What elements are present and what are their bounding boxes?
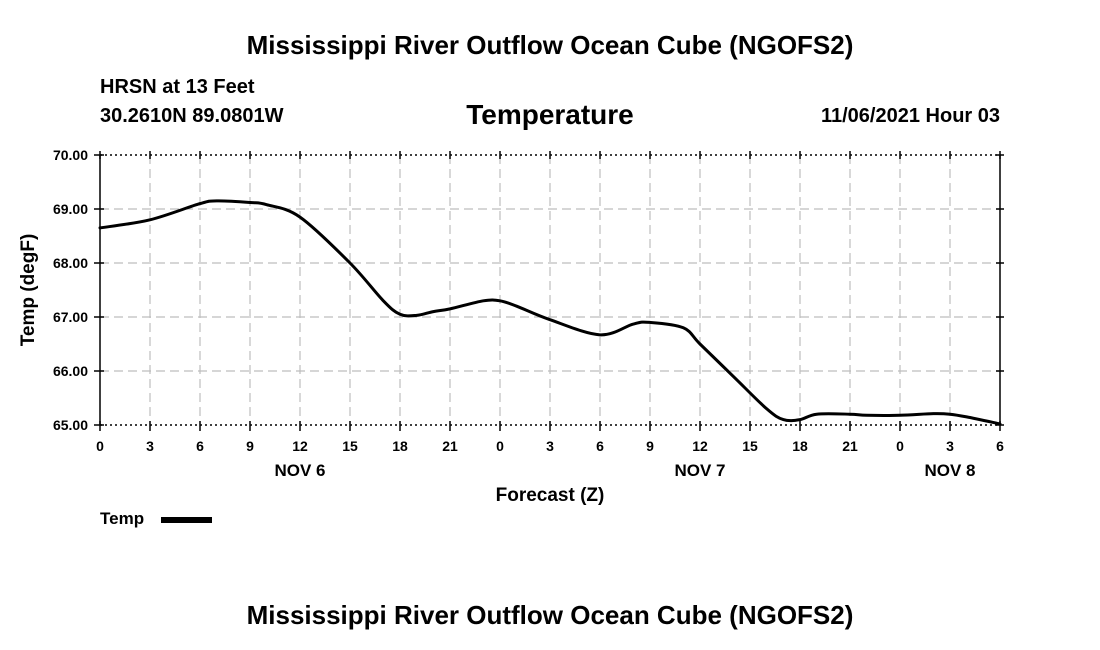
x-tick-label: 21 [842, 438, 858, 454]
y-tick-label: 69.00 [53, 201, 88, 217]
day-label: NOV 8 [924, 461, 975, 480]
series-layer [98, 199, 1002, 426]
y-tick-label: 70.00 [53, 147, 88, 163]
station-label: HRSN at 13 Feet [100, 76, 255, 98]
forecast-datetime: 11/06/2021 Hour 03 [820, 105, 1000, 127]
x-tick-label: 3 [146, 438, 154, 454]
x-tick-label: 6 [596, 438, 604, 454]
y-tick-label: 65.00 [53, 417, 88, 433]
x-tick-label: 3 [946, 438, 954, 454]
station-coordinates: 30.2610N 89.0801W [100, 105, 284, 127]
x-tick-label: 0 [896, 438, 904, 454]
x-tick-label: 9 [246, 438, 254, 454]
x-tick-label: 12 [692, 438, 708, 454]
x-tick-label: 0 [96, 438, 104, 454]
legend-line-swatch [161, 517, 212, 523]
x-tick-label: 18 [392, 438, 408, 454]
y-tick-label: 66.00 [53, 363, 88, 379]
day-label: NOV 6 [274, 461, 325, 480]
x-tick-label: 12 [292, 438, 308, 454]
x-tick-label: 9 [646, 438, 654, 454]
y-tick-label: 67.00 [53, 309, 88, 325]
chart-title: Temperature [466, 99, 634, 130]
x-tick-label: 18 [792, 438, 808, 454]
x-tick-label: 6 [196, 438, 204, 454]
legend-label: Temp [100, 509, 145, 528]
x-tick-label: 15 [742, 438, 758, 454]
axis-layer: 65.00 66.00 67.00 68.00 69.00 70.00 0 3 6 9 12 15 18… [18, 147, 1004, 506]
day-label: NOV 7 [674, 461, 725, 480]
y-tick-label: 68.00 [53, 255, 88, 271]
x-axis-title: Forecast (Z) [496, 485, 605, 506]
x-tick-label: 3 [546, 438, 554, 454]
y-axis-title: Temp (degF) [18, 234, 39, 347]
grid-layer [100, 154, 1000, 426]
series-line-temp [98, 199, 1002, 426]
x-tick-label: 6 [996, 438, 1004, 454]
x-tick-label: 15 [342, 438, 358, 454]
footer-title: Mississippi River Outflow Ocean Cube (NG… [246, 600, 854, 630]
chart-main-title: Mississippi River Outflow Ocean Cube (NG… [246, 30, 854, 60]
x-tick-label: 0 [496, 438, 504, 454]
x-tick-label: 21 [442, 438, 458, 454]
